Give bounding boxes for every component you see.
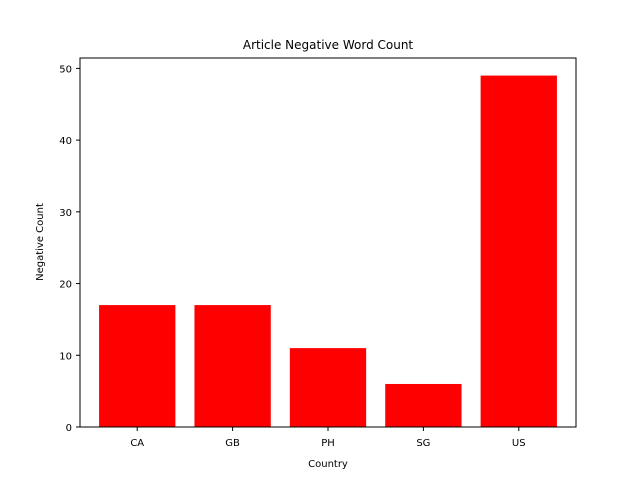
y-axis-label: Negative Count <box>35 203 46 281</box>
x-tick-label: CA <box>130 438 144 449</box>
x-axis-label: Country <box>308 459 348 470</box>
bar-ca <box>99 305 176 427</box>
chart-title: Article Negative Word Count <box>243 38 414 52</box>
bar-gb <box>194 305 271 427</box>
y-tick-label: 10 <box>59 351 72 362</box>
y-tick-label: 20 <box>59 280 72 291</box>
bar-us <box>480 75 557 428</box>
y-tick-label: 0 <box>66 423 72 434</box>
x-tick-label: US <box>512 438 526 449</box>
y-tick-label: 30 <box>59 208 72 219</box>
x-tick-label: GB <box>225 438 240 449</box>
y-tick-label: 50 <box>59 64 72 75</box>
bars-group <box>99 75 557 428</box>
x-axis-ticks: CA GB PH SG US <box>130 427 526 449</box>
bar-sg <box>385 383 462 427</box>
y-tick-label: 40 <box>59 136 72 147</box>
x-tick-label: SG <box>416 438 430 449</box>
y-axis-ticks: 0 10 20 30 40 50 <box>59 64 80 434</box>
bar-ph <box>289 348 367 427</box>
x-tick-label: PH <box>321 438 335 449</box>
